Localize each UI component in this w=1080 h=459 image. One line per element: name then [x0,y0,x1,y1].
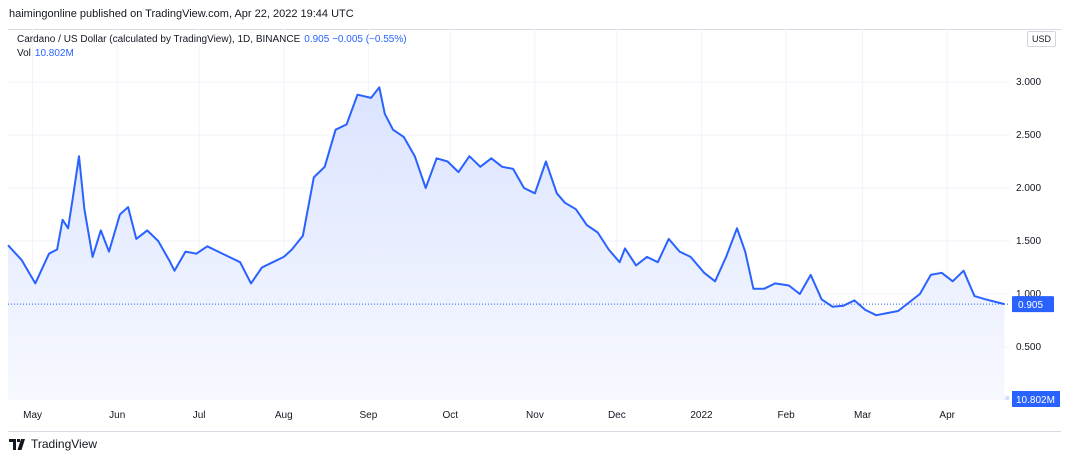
x-tick-label: 2022 [690,410,713,421]
x-tick-label: Oct [443,410,459,421]
price-area [7,86,1005,401]
tradingview-footer: TradingView [9,437,97,451]
volume-label: Vol [17,48,31,59]
last-price-tag [1012,296,1054,313]
publish-info: haimingonline published on TradingView.c… [9,8,354,20]
x-tick-label: Aug [275,410,293,421]
tradingview-brand: TradingView [31,437,98,451]
x-tick-label: Mar [854,410,872,421]
x-tick-label: Apr [939,410,955,421]
y-axis: 3.000 2.500 2.000 1.500 1.000 0.500 0.905 10.80… [1012,77,1060,407]
last-price-label: 0.905 [1018,300,1043,311]
last-volume-tag [1012,391,1060,407]
volume-bar [1005,396,1010,400]
y-tick-label: 3.000 [1016,77,1041,88]
x-axis: May Jun Jul Aug Sep Oct Nov Dec 2022 Feb Mar Apr [23,410,956,421]
last-volume-label: 10.802M [1016,395,1055,406]
currency-button[interactable]: USD [1027,31,1056,47]
y-tick-label: 0.500 [1016,342,1041,353]
price-change-readout: 0.905 −0.005 (−0.55%) [304,34,407,45]
x-tick-label: Jun [109,410,125,421]
chart-legend: Cardano / US Dollar (calculated by Tradi… [17,33,407,61]
y-tick-label: 2.500 [1016,130,1041,141]
x-tick-label: Feb [778,410,796,421]
y-tick-label: 1.000 [1016,289,1041,300]
y-tick-label: 1.500 [1016,236,1041,247]
symbol-description: Cardano / US Dollar (calculated by Tradi… [17,34,301,45]
tradingview-logo-icon [9,438,25,450]
x-tick-label: Dec [608,410,626,421]
x-tick-label: May [23,410,42,421]
x-tick-label: Sep [359,410,377,421]
volume-readout: 10.802M [34,48,74,59]
x-tick-label: Nov [526,410,544,421]
price-line [7,86,1005,317]
y-tick-label: 2.000 [1016,183,1041,194]
x-tick-label: Jul [193,410,206,421]
price-area-fill [8,87,1005,401]
